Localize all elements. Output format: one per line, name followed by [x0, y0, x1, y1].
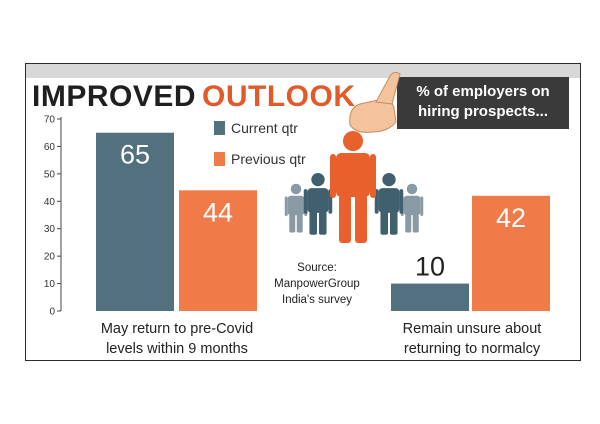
person-head: [311, 172, 325, 187]
subtitle-callout: % of employers on hiring prospects...: [397, 77, 569, 129]
y-tick-label: 0: [49, 307, 55, 318]
person-arm: [330, 154, 336, 198]
people-illustration: [284, 71, 424, 243]
hand-palm: [349, 99, 397, 133]
person-arm: [284, 196, 288, 216]
person-leg: [412, 214, 419, 233]
legend-swatch: [214, 152, 225, 166]
source-line: ManpowerGroup: [274, 278, 360, 290]
person-icon: [400, 183, 424, 233]
chart-title: IMPROVED OUTLOOK: [32, 78, 356, 116]
y-tick-label: 50: [44, 169, 56, 180]
person-leg: [309, 211, 318, 235]
y-tick-label: 20: [44, 252, 56, 263]
bars: [96, 132, 550, 311]
person-icon: [374, 172, 404, 235]
person-head: [382, 172, 396, 187]
person-arm: [420, 196, 424, 216]
y-tick-label: 40: [44, 197, 56, 208]
person-leg: [380, 211, 389, 235]
y-tick-label: 60: [44, 142, 56, 153]
bar: [179, 190, 257, 311]
person-leg: [296, 214, 303, 233]
person-torso: [378, 188, 400, 213]
data-label: 44: [203, 197, 233, 227]
source-line: Source:: [297, 262, 337, 274]
hand-wrist: [375, 71, 401, 105]
data-label: 65: [120, 140, 150, 170]
person-torso: [287, 195, 305, 216]
y-tick-label: 10: [44, 279, 56, 290]
person-head: [343, 131, 363, 151]
y-tick-label: 70: [44, 115, 56, 126]
source-line: India's survey: [282, 294, 352, 306]
y-axis: 0 10 20 30 40 50 60 70: [44, 115, 62, 318]
title-word-1: IMPROVED: [32, 80, 197, 113]
person-torso: [336, 153, 370, 197]
category-labels: May return to pre-Covid levels within 9 m…: [101, 321, 541, 357]
person-arm: [370, 154, 376, 198]
person-arm: [399, 189, 404, 214]
person-icon: [303, 172, 333, 235]
person-leg: [318, 211, 327, 235]
category-label: May return to pre-Covid: [101, 321, 253, 337]
legend: Current qtr Previous qtr: [214, 120, 306, 167]
person-leg: [389, 211, 398, 235]
person-head: [406, 183, 418, 195]
data-label: 42: [496, 203, 526, 233]
person-leg: [289, 214, 296, 233]
bar: [96, 132, 174, 311]
category-label: levels within 9 months: [106, 341, 248, 357]
person-leg: [355, 195, 367, 243]
callout-line-1: % of employers on: [416, 83, 550, 100]
person-torso: [307, 188, 329, 213]
legend-label: Current qtr: [231, 120, 298, 136]
callout-line-2: hiring prospects...: [417, 103, 549, 120]
person-leg: [405, 214, 412, 233]
person-arm: [303, 189, 308, 214]
bar: [391, 283, 469, 311]
category-label: returning to normalcy: [404, 341, 541, 357]
person-leg: [339, 195, 351, 243]
selected-person-icon: [330, 131, 376, 243]
person-torso: [403, 195, 421, 216]
source-note: Source: ManpowerGroup India's survey: [274, 262, 360, 306]
title-word-2: OUTLOOK: [202, 80, 356, 113]
data-labels: 65 10 44 42: [120, 140, 526, 282]
legend-label: Previous qtr: [231, 151, 306, 167]
data-label: 10: [415, 252, 445, 282]
person-head: [290, 183, 302, 195]
hand-icon: [349, 71, 401, 133]
category-label: Remain unsure about: [403, 321, 542, 337]
bar: [472, 195, 550, 311]
legend-swatch: [214, 121, 225, 135]
y-tick-label: 30: [44, 224, 56, 235]
top-bar: [26, 64, 580, 78]
